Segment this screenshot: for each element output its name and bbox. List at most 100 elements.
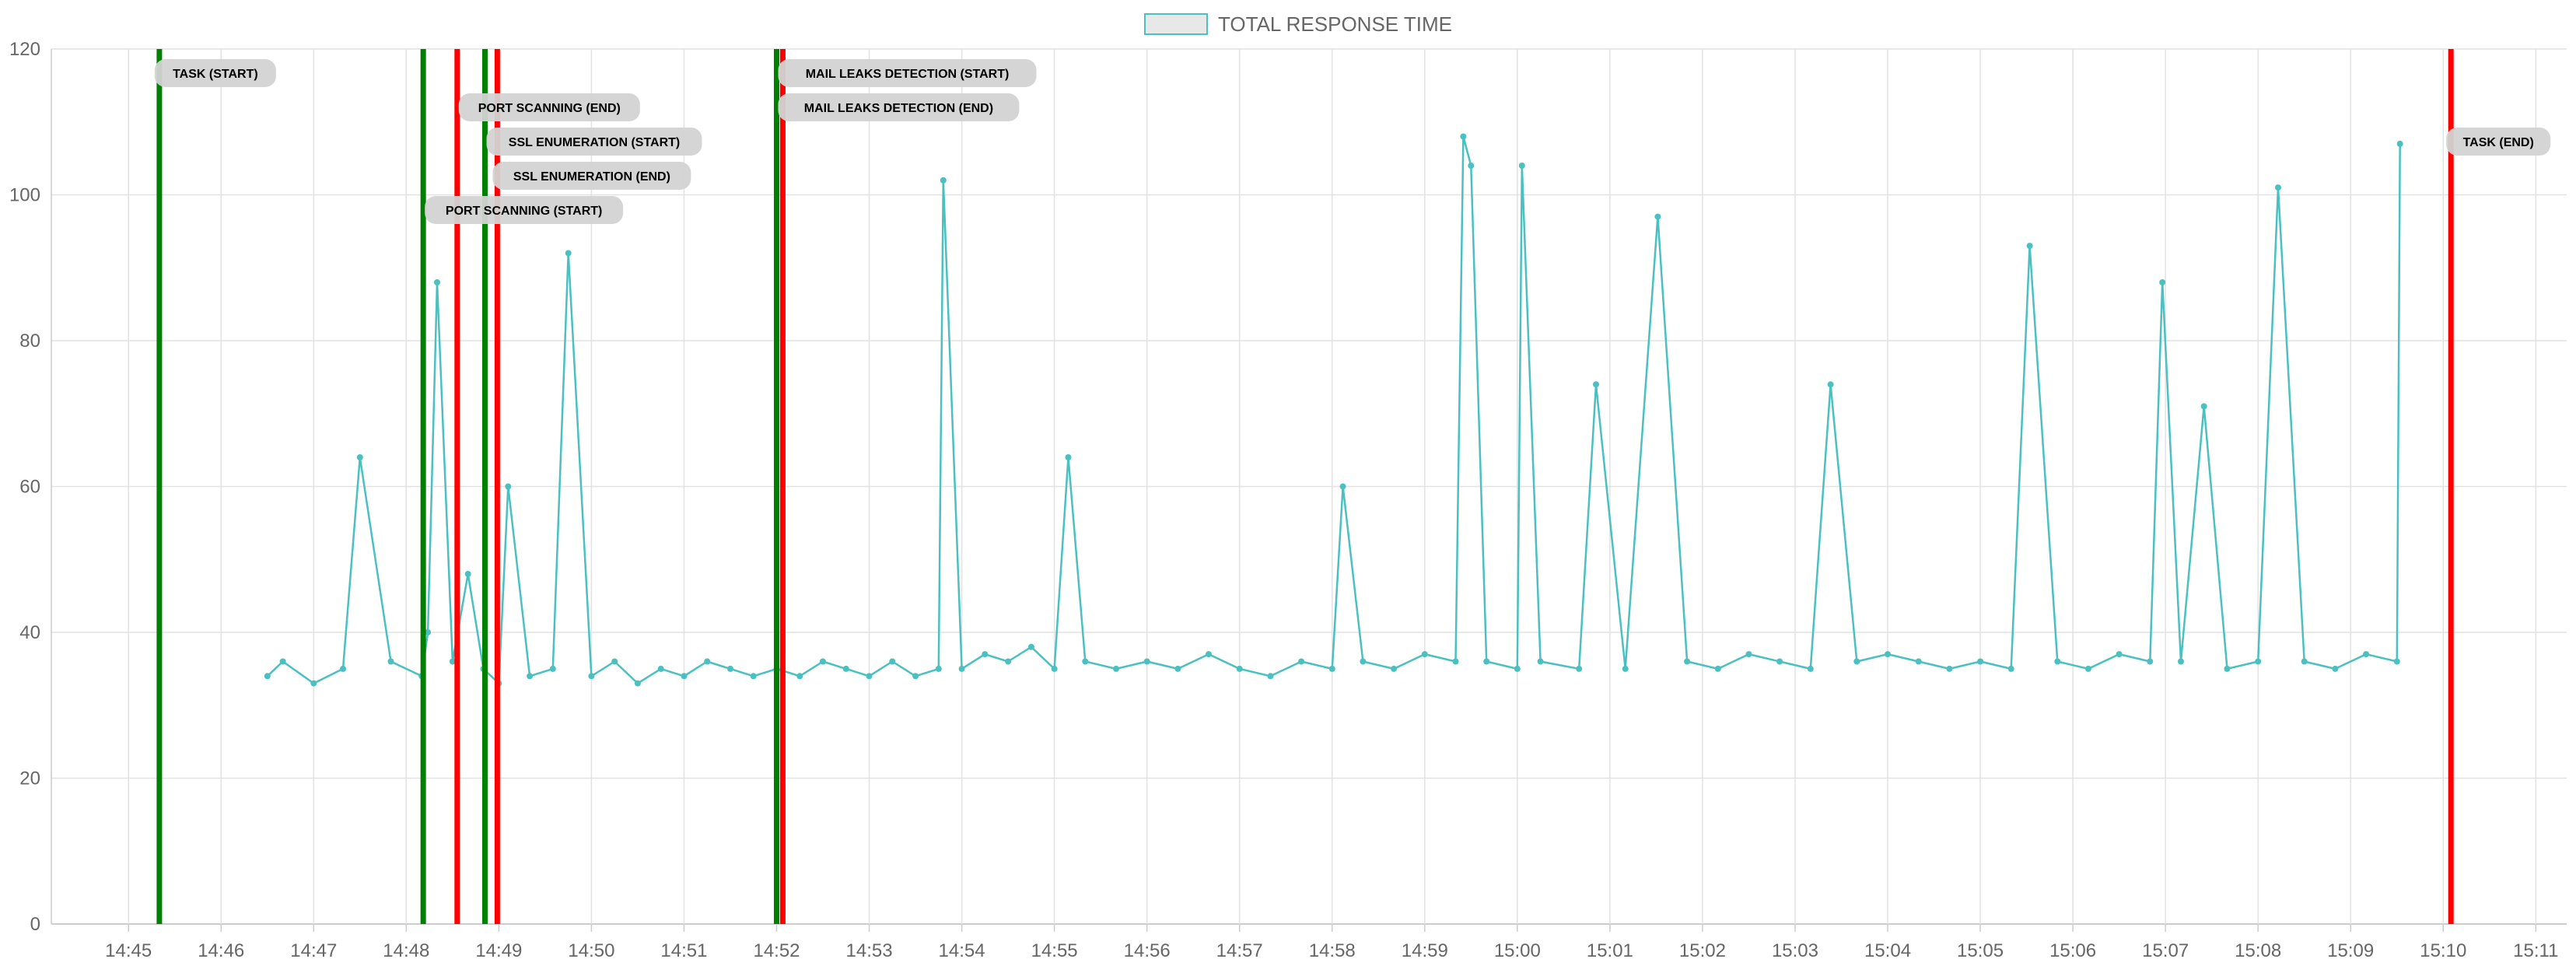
data-point: [1027, 643, 1034, 650]
data-point: [434, 279, 440, 285]
y-tick-label: 120: [9, 39, 40, 60]
data-point: [464, 571, 471, 577]
event-label: PORT SCANNING (START): [425, 196, 624, 224]
data-point: [2332, 665, 2339, 672]
data-point: [1654, 213, 1661, 220]
data-point: [2255, 658, 2262, 665]
data-point: [704, 658, 711, 665]
data-point: [2178, 658, 2184, 665]
data-point: [1745, 651, 1752, 658]
event-label-box: [425, 196, 624, 224]
x-tick-label: 14:47: [290, 940, 337, 961]
data-point: [1143, 658, 1150, 665]
x-tick-label: 15:04: [1864, 940, 1911, 961]
x-tick-label: 14:55: [1031, 940, 1078, 961]
data-point: [1915, 658, 1922, 665]
event-label-text: PORT SCANNING (START): [446, 205, 602, 218]
x-tick-label: 15:06: [2049, 940, 2096, 961]
data-point: [1460, 133, 1467, 140]
data-point: [1514, 665, 1521, 672]
data-point: [527, 673, 534, 680]
y-tick-label: 100: [9, 185, 40, 206]
event-label: TASK (START): [154, 59, 276, 87]
x-tick-label: 15:05: [1957, 940, 2004, 961]
data-point: [505, 483, 512, 490]
y-tick-label: 20: [19, 768, 40, 789]
x-tick-label: 15:03: [1772, 940, 1818, 961]
data-point: [1946, 665, 1953, 672]
x-tick-label: 14:58: [1309, 940, 1356, 961]
data-point: [2007, 665, 2014, 672]
data-point: [1684, 658, 1691, 665]
data-point: [958, 665, 965, 672]
legend: TOTAL RESPONSE TIME: [1144, 12, 1452, 36]
data-point: [1714, 665, 1721, 672]
annotations-layer: TASK (START) PORT SCANNING (END) SSL ENUME…: [154, 49, 2551, 924]
event-label-text: SSL ENUMERATION (END): [513, 170, 670, 184]
data-point: [310, 680, 317, 687]
x-tick-label: 14:48: [383, 940, 429, 961]
data-point: [750, 673, 757, 680]
data-point: [1005, 658, 1012, 665]
x-tick-label: 15:01: [1587, 940, 1633, 961]
event-label: MAIL LEAKS DETECTION (END): [778, 93, 1020, 121]
data-point: [2396, 140, 2403, 147]
y-tick-label: 0: [30, 914, 40, 935]
data-point: [264, 673, 271, 680]
data-point: [1885, 651, 1891, 658]
data-point: [549, 665, 556, 672]
x-tick-label: 14:54: [939, 940, 985, 961]
data-point: [1236, 665, 1243, 672]
data-point: [2200, 403, 2207, 410]
x-tick-label: 14:53: [846, 940, 893, 961]
legend-label: TOTAL RESPONSE TIME: [1218, 12, 1452, 36]
event-label-text: TASK (START): [173, 68, 258, 81]
event-label-box: [458, 93, 640, 121]
data-point: [1174, 665, 1181, 672]
grid: [51, 48, 2567, 925]
x-tick-label: 14:52: [753, 940, 800, 961]
data-point: [2116, 651, 2123, 658]
data-point: [1328, 665, 1335, 672]
data-point: [1206, 651, 1212, 658]
x-tick-label: 15:02: [1679, 940, 1726, 961]
data-point: [565, 250, 572, 257]
data-point: [940, 177, 947, 184]
data-point: [796, 673, 803, 680]
data-point: [935, 665, 942, 672]
data-point: [1537, 658, 1544, 665]
event-label-text: MAIL LEAKS DETECTION (END): [804, 102, 993, 115]
data-point: [681, 673, 688, 680]
data-point: [657, 665, 664, 672]
event-label-box: [154, 59, 276, 87]
data-point: [1452, 658, 1459, 665]
data-point: [1622, 665, 1629, 672]
event-label-text: SSL ENUMERATION (START): [509, 136, 680, 149]
y-tick-label: 60: [19, 477, 40, 498]
x-tick-label: 14:49: [475, 940, 522, 961]
x-tick-label: 15:10: [2420, 940, 2466, 961]
data-point: [1267, 673, 1274, 680]
data-point: [2159, 279, 2166, 285]
data-point: [588, 673, 595, 680]
data-point: [2026, 243, 2033, 250]
y-tick-label: 40: [19, 622, 40, 643]
data-point: [2084, 665, 2091, 672]
data-point: [340, 665, 346, 672]
data-point: [2393, 658, 2400, 665]
data-point: [1339, 483, 1346, 490]
event-label-box: [778, 93, 1020, 121]
data-point: [634, 680, 641, 687]
data-point: [1807, 665, 1814, 672]
data-point: [279, 658, 286, 665]
data-point: [2301, 658, 2308, 665]
x-tick-label: 14:56: [1124, 940, 1171, 961]
x-tick-label: 15:08: [2235, 940, 2281, 961]
event-label-text: PORT SCANNING (END): [478, 102, 621, 115]
data-point: [2054, 658, 2061, 665]
legend-swatch: [1144, 13, 1208, 35]
data-point: [2147, 658, 2154, 665]
event-label-text: MAIL LEAKS DETECTION (START): [806, 68, 1010, 81]
y-tick-label: 80: [19, 331, 40, 352]
